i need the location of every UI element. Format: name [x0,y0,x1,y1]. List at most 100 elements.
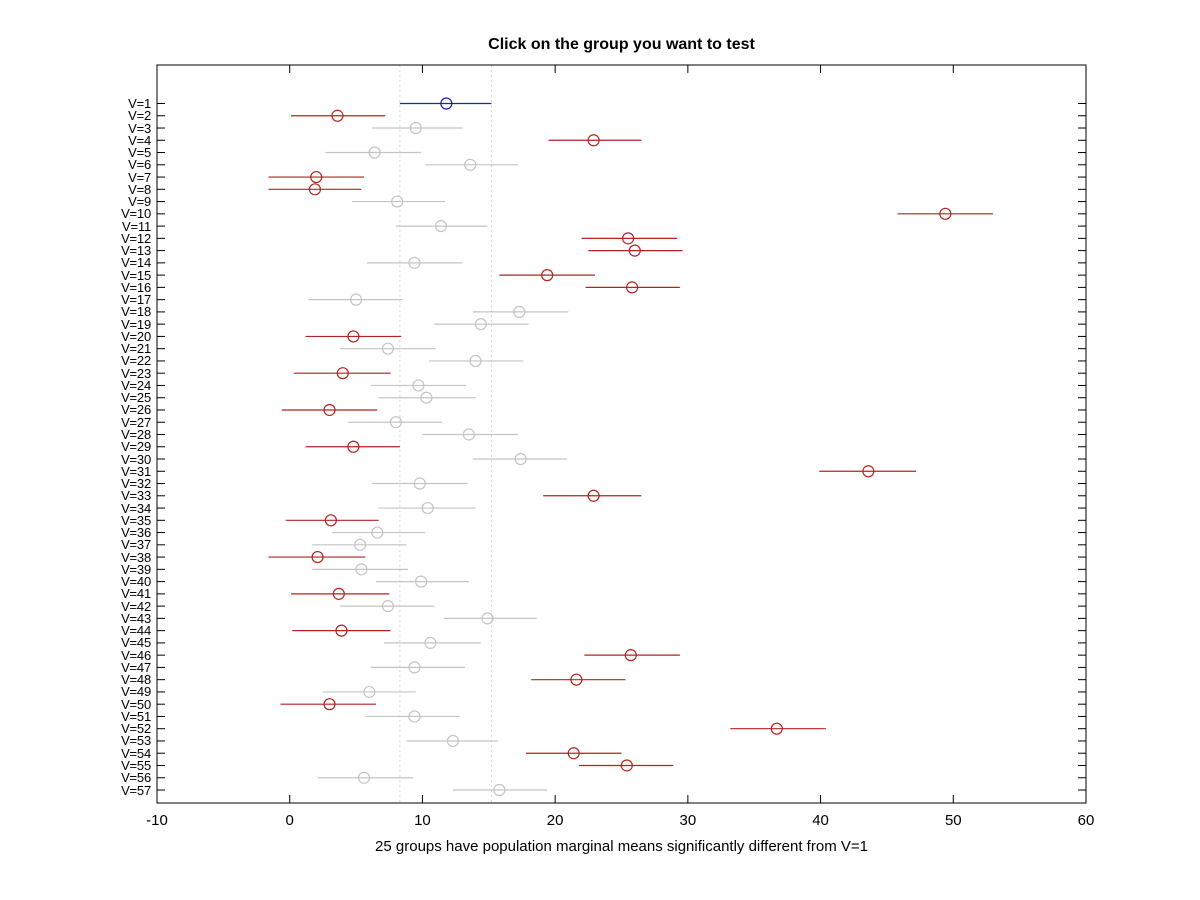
group-row-V=37[interactable] [312,538,407,551]
group-row-V=7[interactable] [268,170,365,184]
group-row-V=19[interactable] [434,318,529,331]
mean-marker [408,256,421,269]
y-axis-label-V=45: V=45 [121,635,151,651]
group-row-V=4[interactable] [548,134,642,147]
group-row-V=15[interactable] [499,269,595,282]
mean-marker [413,477,426,490]
group-row-V=24[interactable] [370,379,467,392]
x-axis-caption: 25 groups have population marginal means… [375,838,868,855]
group-row-V=30[interactable] [472,452,568,466]
group-row-V=17[interactable] [308,293,403,306]
group-row-V=43[interactable] [443,612,537,625]
group-row-V=45[interactable] [383,636,481,649]
group-row-V=42[interactable] [340,600,435,613]
mean-marker [462,428,475,441]
group-row-V=56[interactable] [317,771,414,784]
group-row-V=3[interactable] [371,121,463,135]
group-row-V=13[interactable] [588,244,683,257]
y-axis-label-V=28: V=28 [121,426,151,442]
mean-marker [357,771,371,784]
group-row-V=47[interactable] [370,661,465,674]
mean-marker [620,759,633,772]
group-row-V=39[interactable] [312,563,408,576]
mean-marker [862,465,875,478]
mean-marker [324,514,337,527]
group-row-V=25[interactable] [378,391,476,404]
mean-marker [391,195,404,208]
group-row-V=11[interactable] [395,219,488,233]
group-row-V=2[interactable] [291,109,386,122]
group-row-V=48[interactable] [531,673,626,686]
group-row-V=14[interactable] [366,256,463,269]
mean-marker [336,367,349,380]
group-row-V=33[interactable] [543,489,642,502]
group-row-V=32[interactable] [371,477,468,490]
group-row-V=40[interactable] [375,575,469,588]
mean-marker [421,501,434,515]
y-axis-label-V=20: V=20 [121,328,151,344]
x-tick-label-50: 50 [944,812,962,829]
mean-marker [349,293,363,306]
group-row-V=27[interactable] [348,416,443,429]
group-row-V=41[interactable] [291,587,390,600]
mean-marker [541,269,554,282]
group-row-V=38[interactable] [268,550,366,564]
mean-marker [770,722,783,735]
group-row-V=35[interactable] [285,514,379,527]
y-axis-label-V=32: V=32 [121,476,151,492]
y-axis-label-V=34: V=34 [121,500,151,516]
group-row-V=57[interactable] [452,783,548,797]
group-row-V=28[interactable] [422,428,518,441]
mean-marker [335,624,348,637]
mean-marker [626,281,639,294]
group-row-V=26[interactable] [281,403,378,417]
group-row-V=10[interactable] [897,207,994,220]
mean-marker [323,403,336,417]
group-row-V=31[interactable] [819,465,917,478]
group-row-V=18[interactable] [472,305,569,319]
group-row-V=29[interactable] [305,440,400,453]
y-axis-label-V=14: V=14 [121,255,151,271]
y-axis-label-V=26: V=26 [121,402,151,418]
y-axis-label-V=54: V=54 [121,745,151,761]
mean-marker [408,710,421,723]
group-row-V=54[interactable] [525,747,622,760]
y-axis-label-V=27: V=27 [121,414,151,430]
group-row-V=53[interactable] [406,734,499,748]
group-row-V=34[interactable] [378,501,476,515]
group-row-V=9[interactable] [352,195,445,208]
y-axis-label-V=2: V=2 [128,108,151,124]
chart-title: Click on the group you want to test [488,36,755,53]
group-row-V=8[interactable] [268,183,362,196]
group-row-V=6[interactable] [425,158,518,171]
mean-marker [474,318,487,331]
group-row-V=51[interactable] [365,710,460,723]
y-axis-label-V=30: V=30 [121,451,151,467]
y-axis-label-V=44: V=44 [121,623,151,639]
group-row-V=52[interactable] [730,722,826,735]
group-row-V=36[interactable] [332,526,426,539]
group-row-V=49[interactable] [322,685,416,699]
group-row-V=44[interactable] [292,624,391,637]
group-row-V=21[interactable] [340,342,436,355]
y-axis-label-V=10: V=10 [121,206,151,222]
group-row-V=12[interactable] [581,232,678,245]
y-axis-label-V=23: V=23 [121,365,151,381]
group-row-V=20[interactable] [305,330,402,343]
y-axis-label-V=7: V=7 [128,169,151,185]
group-row-V=50[interactable] [280,698,376,711]
mean-marker [355,563,368,576]
group-row-V=23[interactable] [293,367,391,380]
mean-marker [440,97,453,110]
y-axis-label-V=53: V=53 [121,733,151,749]
group-row-V=22[interactable] [429,354,524,368]
group-row-V=1[interactable] [399,97,492,110]
group-row-V=16[interactable] [585,281,680,294]
mean-marker [587,134,600,147]
mean-marker [412,379,425,392]
group-row-V=5[interactable] [325,146,422,159]
group-row-V=46[interactable] [584,649,680,662]
group-row-V=55[interactable] [579,759,674,772]
mean-marker [323,698,336,711]
